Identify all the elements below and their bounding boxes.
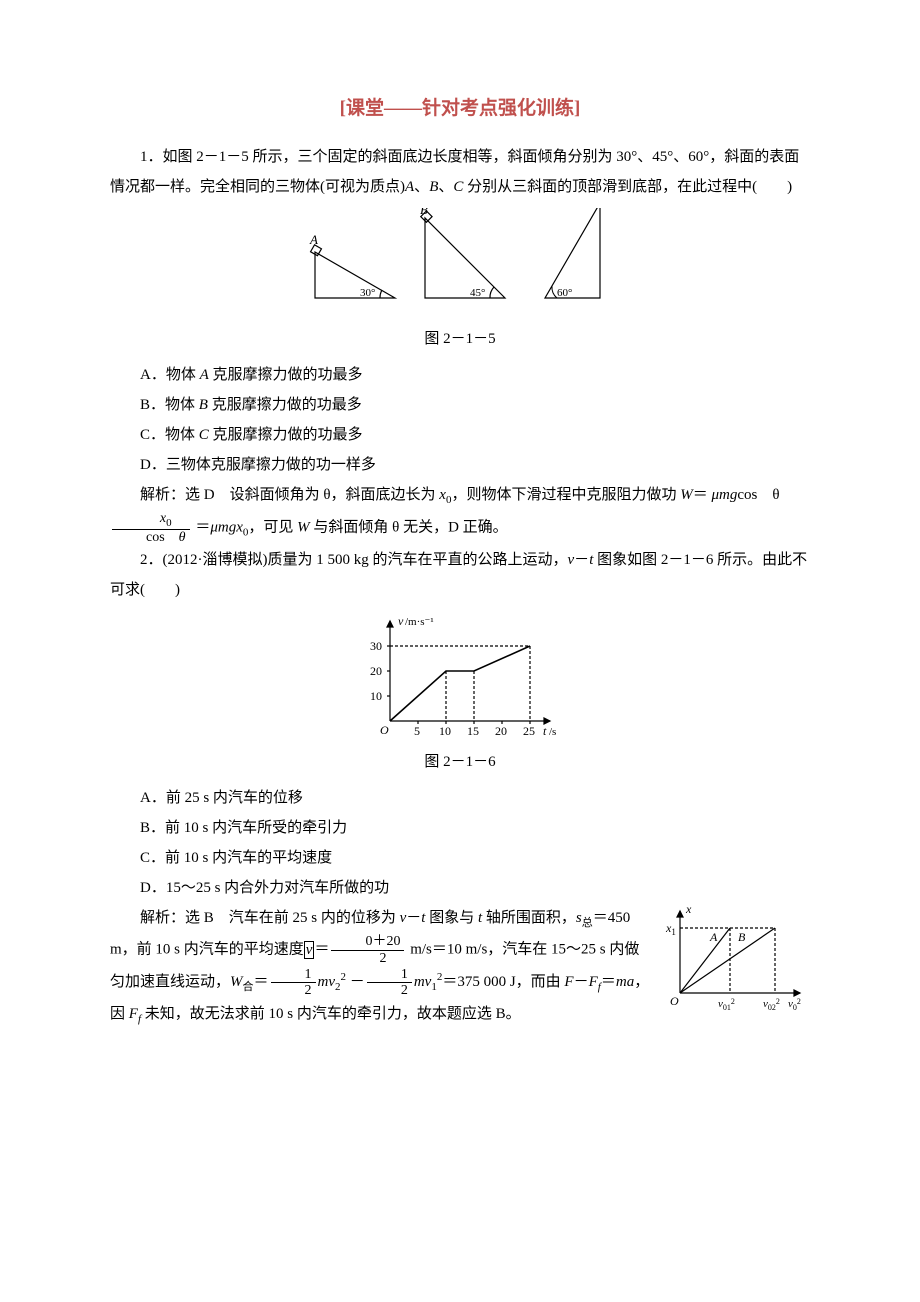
q1-figure: A B C 30° 45° 60° xyxy=(110,208,810,318)
svg-text:5: 5 xyxy=(414,724,420,738)
svg-text:v: v xyxy=(398,614,404,628)
svg-text:A: A xyxy=(709,930,718,944)
page-title: [课堂——针对考点强化训练] xyxy=(110,90,810,128)
svg-text:x: x xyxy=(685,903,692,916)
svg-text:25: 25 xyxy=(523,724,535,738)
svg-text:B: B xyxy=(420,208,428,217)
q1-optB: B．物体 B 克服摩擦力做的功最多 xyxy=(110,390,810,420)
svg-text:/s: /s xyxy=(549,726,556,738)
q2-optB: B．前 10 s 内汽车所受的牵引力 xyxy=(110,813,810,843)
svg-text:B: B xyxy=(738,930,746,944)
q3-figure: x x1 A B O v012 v022 v02 xyxy=(660,903,810,1013)
svg-text:v012: v012 xyxy=(718,997,735,1012)
svg-text:v022: v022 xyxy=(763,997,780,1012)
svg-text:A: A xyxy=(309,232,318,247)
q1-optA: A．物体 A 克服摩擦力做的功最多 xyxy=(110,360,810,390)
svg-text:10: 10 xyxy=(439,724,451,738)
q1-stem: 1．如图 2－1－5 所示，三个固定的斜面底边长度相等，斜面倾角分别为 30°、… xyxy=(110,142,810,202)
q1-solution: 解析：选 D 设斜面倾角为 θ，斜面底边长为 x0，则物体下滑过程中克服阻力做功… xyxy=(110,480,810,545)
svg-text:10: 10 xyxy=(370,689,382,703)
svg-text:x1: x1 xyxy=(665,921,676,937)
q1-optC: C．物体 C 克服摩擦力做的功最多 xyxy=(110,420,810,450)
svg-text:O: O xyxy=(380,723,389,737)
q2-figure: v /m·s⁻¹ 10 20 30 O 5 10 15 20 25 t /s xyxy=(110,611,810,741)
svg-text:15: 15 xyxy=(467,724,479,738)
svg-text:45°: 45° xyxy=(470,287,485,299)
svg-text:30°: 30° xyxy=(360,287,375,299)
q2-fig-label: 图 2－1－6 xyxy=(110,747,810,777)
q1-fig-label: 图 2－1－5 xyxy=(110,324,810,354)
svg-text:20: 20 xyxy=(370,664,382,678)
svg-text:v02: v02 xyxy=(788,997,801,1012)
svg-text:60°: 60° xyxy=(557,287,572,299)
svg-text:t: t xyxy=(543,724,547,738)
svg-text:/m·s⁻¹: /m·s⁻¹ xyxy=(405,616,434,628)
q2-optC: C．前 10 s 内汽车的平均速度 xyxy=(110,843,810,873)
q2-optA: A．前 25 s 内汽车的位移 xyxy=(110,783,810,813)
q2-optD: D．15～25 s 内合外力对汽车所做的功 xyxy=(110,873,810,903)
svg-text:20: 20 xyxy=(495,724,507,738)
svg-text:C: C xyxy=(605,208,614,211)
q2-stem: 2．(2012·淄博模拟)质量为 1 500 kg 的汽车在平直的公路上运动，v… xyxy=(110,545,810,605)
q1-optD: D．三物体克服摩擦力做的功一样多 xyxy=(110,450,810,480)
svg-text:30: 30 xyxy=(370,639,382,653)
svg-text:O: O xyxy=(670,994,679,1008)
